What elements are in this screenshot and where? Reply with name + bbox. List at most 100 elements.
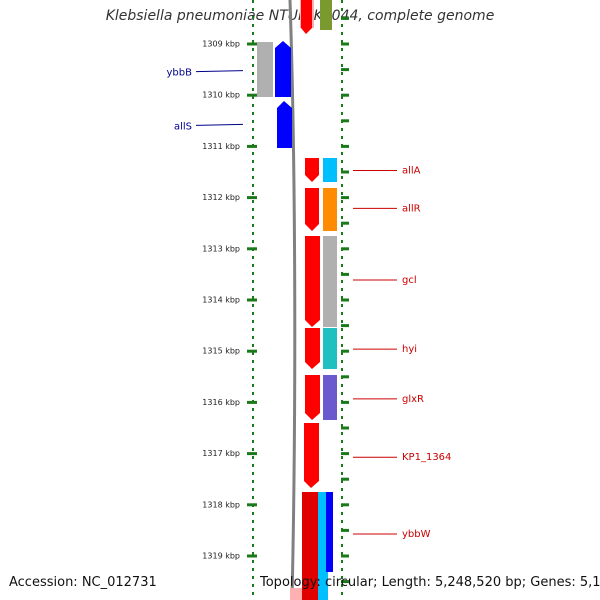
gene-label[interactable]: ybbB	[167, 68, 193, 79]
ruler-dot	[341, 216, 343, 219]
gene-ybbB-grey[interactable]	[257, 42, 273, 97]
gene-labels: ybbB allS allA allR gcl hyi glxR KP1_1364 ybbW	[167, 68, 452, 540]
kbp-label: 1318 kbp	[202, 500, 240, 509]
right-tick	[341, 554, 349, 558]
ruler-dot	[341, 32, 343, 35]
ruler-dot	[252, 8, 254, 11]
ruler-dot	[341, 480, 343, 483]
ruler-dot	[341, 224, 343, 227]
kbp-label: 1315 kbp	[202, 347, 240, 356]
ruler-dot	[252, 520, 254, 523]
ruler-dot	[341, 48, 343, 51]
ruler-dot	[341, 352, 343, 355]
ruler-dot	[341, 184, 343, 187]
ruler-dot	[341, 464, 343, 467]
ruler-dot	[341, 568, 343, 571]
gene-allA-red[interactable]	[305, 158, 319, 182]
ruler-dot	[341, 584, 343, 587]
right-tick	[341, 503, 349, 507]
gene-label[interactable]: allA	[402, 165, 421, 176]
kbp-major-tick	[247, 247, 257, 251]
ruler-dot	[252, 424, 254, 427]
right-tick	[341, 119, 349, 123]
gene-label[interactable]: allR	[402, 203, 421, 214]
gene-allR-red[interactable]	[305, 188, 319, 231]
ruler-dot	[252, 208, 254, 211]
ruler-dot	[341, 264, 343, 267]
gene-ybbW-cyan[interactable]	[318, 492, 328, 600]
ruler-dot	[252, 96, 254, 99]
ruler-dot	[341, 536, 343, 539]
ruler-dot	[252, 496, 254, 499]
ruler-dot	[252, 64, 254, 67]
ruler-dot	[341, 232, 343, 235]
gene-allS-arrow[interactable]	[277, 101, 292, 148]
ruler-dot	[341, 256, 343, 259]
ruler-dot	[341, 488, 343, 491]
ruler-dot	[252, 304, 254, 307]
ruler-dot	[252, 512, 254, 515]
ruler-dot	[341, 392, 343, 395]
gene-label[interactable]: KP1_1364	[402, 452, 451, 463]
ruler-dot	[341, 128, 343, 131]
gene-allR-orange[interactable]	[323, 188, 337, 231]
ruler-dot	[252, 112, 254, 115]
ruler-dot	[252, 472, 254, 475]
ruler-dot	[252, 584, 254, 587]
right-tick	[341, 324, 349, 328]
ruler-dot	[252, 456, 254, 459]
ruler-dot	[341, 168, 343, 171]
ruler-dot	[252, 80, 254, 83]
ruler-dot	[252, 72, 254, 75]
kbp-label: 1311 kbp	[202, 142, 240, 151]
ruler-dot	[252, 560, 254, 563]
gene-hyi-red[interactable]	[305, 328, 320, 369]
gene-label[interactable]: gcl	[402, 275, 417, 286]
kbp-label: 1317 kbp	[202, 449, 240, 458]
kbp-label: 1313 kbp	[202, 244, 240, 253]
right-tick	[341, 349, 349, 353]
gene-label[interactable]: ybbW	[402, 529, 431, 540]
ruler-dot	[252, 480, 254, 483]
kbp-label: 1316 kbp	[202, 398, 240, 407]
right-tick	[341, 298, 349, 302]
ruler-dot	[341, 472, 343, 475]
gene-KP1_1364-red[interactable]	[304, 423, 319, 488]
gene-glxR-red[interactable]	[305, 375, 320, 420]
ruler-dot	[341, 112, 343, 115]
accession-text: Accession: NC_012731	[9, 575, 157, 590]
gene-label[interactable]: allS	[174, 121, 192, 132]
ruler-dot	[341, 0, 343, 3]
ruler-dot	[252, 528, 254, 531]
ruler-dot	[252, 576, 254, 579]
ruler-dot	[341, 520, 343, 523]
ruler-dot	[252, 376, 254, 379]
gene-ybbW-red[interactable]	[302, 492, 318, 600]
kbp-label: 1319 kbp	[202, 552, 240, 561]
gene-ybbB-arrow[interactable]	[275, 41, 291, 97]
ruler-dot	[252, 200, 254, 203]
ruler-dot	[252, 40, 254, 43]
ruler-dot	[341, 576, 343, 579]
ruler-dot	[252, 360, 254, 363]
gene-hyi-teal[interactable]	[323, 328, 337, 369]
ruler-dot	[341, 208, 343, 211]
gene-gcl-grey[interactable]	[323, 236, 337, 327]
gene-glxR-purple[interactable]	[323, 375, 337, 420]
gene-bottom-pink[interactable]	[290, 588, 302, 600]
gene-allA-cyan[interactable]	[323, 158, 337, 182]
gene-top-red[interactable]	[301, 0, 312, 34]
ruler-dot	[252, 320, 254, 323]
ruler-dot	[341, 240, 343, 243]
gene-label[interactable]: glxR	[402, 394, 424, 405]
gene-gcl-red[interactable]	[305, 236, 320, 327]
gene-leader-line	[195, 123, 244, 126]
right-tick	[341, 528, 349, 532]
ruler-dot	[341, 360, 343, 363]
gene-label[interactable]: hyi	[402, 344, 417, 355]
gene-ybbW-blue[interactable]	[326, 492, 333, 572]
ruler-dot	[341, 64, 343, 67]
ruler-dot	[252, 392, 254, 395]
gene-top-olive[interactable]	[320, 0, 332, 30]
